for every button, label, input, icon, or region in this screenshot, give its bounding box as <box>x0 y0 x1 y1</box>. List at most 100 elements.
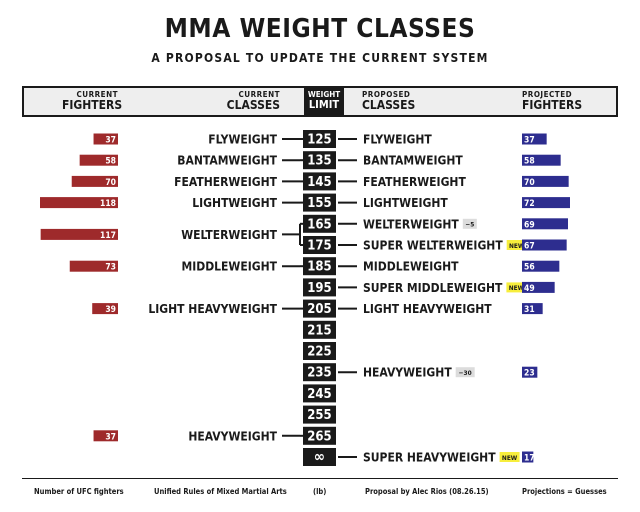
proposed-class-label: FLYWEIGHT <box>363 133 432 147</box>
current-class-label: WELTERWEIGHT <box>181 228 277 242</box>
weight-limit-box <box>303 257 336 276</box>
projected-fighters-bar <box>522 154 561 166</box>
footer-right: Projections = Guesses <box>522 487 607 496</box>
header-current-classes: CURRENT CLASSES <box>220 90 280 113</box>
badge-background <box>506 240 527 250</box>
weight-limit-box <box>303 384 336 403</box>
new-badge: NEW <box>509 284 525 292</box>
projected-fighters-label: 23 <box>524 369 535 379</box>
current-class-label: LIGHT HEAVYWEIGHT <box>148 302 277 316</box>
current-fighters-bar <box>40 228 118 240</box>
weight-limit-box <box>303 405 336 424</box>
current-fighters-bar <box>69 260 118 272</box>
weight-limit-box <box>303 426 336 445</box>
projected-fighters-bar <box>522 218 568 230</box>
weight-limit-box <box>303 214 336 233</box>
header-proposed-classes: PROPOSED CLASSES <box>362 90 442 113</box>
header-weight-limit-top: WEIGHT <box>307 90 341 99</box>
weight-limit-label: 175 <box>307 239 331 254</box>
header-current-fighters-bottom: FIGHTERS <box>62 98 123 113</box>
weight-limit-label: 125 <box>307 133 331 148</box>
current-class-label: LIGHTWEIGHT <box>192 196 277 210</box>
header-weight-limit-bottom: LIMIT <box>308 98 340 112</box>
weight-limit-box <box>303 172 336 191</box>
current-fighters-label: 37 <box>105 432 116 442</box>
header-current-classes-top: CURRENT <box>238 90 280 99</box>
proposed-class-label: LIGHT HEAVYWEIGHT <box>363 302 492 316</box>
weight-limit-label: 225 <box>307 345 331 360</box>
projected-fighters-bar <box>522 366 538 378</box>
header-proposed-classes-top: PROPOSED <box>362 90 411 99</box>
current-fighters-bar <box>71 175 118 187</box>
current-fighters-bar <box>93 133 118 145</box>
weight-limit-box <box>303 130 336 148</box>
badge-background <box>455 367 475 378</box>
current-class-label: BANTAMWEIGHT <box>177 154 277 168</box>
projected-fighters-label: 37 <box>524 136 535 146</box>
current-fighters-bar <box>79 154 118 166</box>
weight-limit-box <box>303 342 336 360</box>
chart-subtitle: A PROPOSAL TO UPDATE THE CURRENT SYSTEM <box>151 51 489 65</box>
footer-center-right: Proposal by Alec Rios (08.26.15) <box>365 487 489 496</box>
current-fighters-label: 39 <box>105 305 116 315</box>
new-badge: NEW <box>502 454 518 462</box>
weight-limit-label: 195 <box>307 281 331 296</box>
projected-fighters-label: 72 <box>524 199 535 209</box>
projected-fighters-label: 58 <box>524 157 535 167</box>
weight-limit-box <box>303 236 336 254</box>
current-fighters-label: 58 <box>105 157 116 167</box>
projected-fighters-label: 70 <box>524 178 535 188</box>
current-class-label: HEAVYWEIGHT <box>188 429 277 443</box>
weight-limit-label: 245 <box>307 387 331 402</box>
current-fighters-label: 118 <box>100 199 116 209</box>
weight-limit-label: ∞ <box>314 448 325 466</box>
current-fighters-bar <box>40 197 118 209</box>
weight-limit-box <box>303 363 336 382</box>
current-class-label: MIDDLEWEIGHT <box>181 260 277 274</box>
weight-limit-label: 265 <box>307 429 331 444</box>
projected-fighters-bar <box>522 175 569 187</box>
current-fighters-label: 37 <box>105 136 116 146</box>
header-current-fighters-top: CURRENT <box>76 90 118 99</box>
proposed-class-label: MIDDLEWEIGHT <box>363 260 459 274</box>
weight-limit-label: 215 <box>307 323 331 338</box>
header-weight-limit: WEIGHT LIMIT <box>304 86 344 117</box>
proposed-class-label: BANTAMWEIGHT <box>363 154 463 168</box>
current-class-label: FEATHERWEIGHT <box>174 175 277 189</box>
badge-background <box>499 452 520 462</box>
weight-limit-label: 255 <box>307 408 331 423</box>
footer-center-left: Unified Rules of Mixed Martial Arts <box>154 487 287 496</box>
proposed-class-label: FEATHERWEIGHT <box>363 175 466 189</box>
projected-fighters-label: 49 <box>524 284 535 294</box>
weight-limit-label: 185 <box>307 260 331 275</box>
footer: Number of UFC fighters Unified Rules of … <box>22 478 618 501</box>
header-current-classes-bottom: CLASSES <box>226 98 280 113</box>
change-badge: −30 <box>459 369 472 377</box>
header-proposed-classes-bottom: CLASSES <box>362 98 416 113</box>
proposed-class-label: HEAVYWEIGHT <box>363 366 452 380</box>
weight-limit-label: 135 <box>307 154 331 169</box>
projected-fighters-bar <box>522 451 534 463</box>
projected-fighters-label: 69 <box>524 220 535 230</box>
weight-limit-box <box>303 278 336 297</box>
weight-limit-box <box>303 299 336 318</box>
current-fighters-label: 117 <box>100 231 116 241</box>
weight-limit-box <box>303 320 336 339</box>
projected-fighters-bar <box>522 197 570 209</box>
weight-limit-box <box>303 151 336 170</box>
weight-limit-box <box>303 448 336 466</box>
weight-limit-label: 205 <box>307 302 331 317</box>
header-projected-fighters-bottom: FIGHTERS <box>522 98 583 113</box>
proposed-class-label: SUPER HEAVYWEIGHT <box>363 451 496 465</box>
chart-title: MMA WEIGHT CLASSES <box>164 14 476 44</box>
current-fighters-label: 73 <box>105 263 116 273</box>
projected-fighters-label: 17 <box>524 454 535 464</box>
proposed-class-label: LIGHTWEIGHT <box>363 196 448 210</box>
projected-fighters-label: 67 <box>524 242 535 252</box>
proposed-class-label: SUPER WELTERWEIGHT <box>363 239 503 253</box>
projected-fighters-bar <box>522 281 555 293</box>
proposed-class-label: WELTERWEIGHT <box>363 217 459 231</box>
projected-fighters-bar <box>522 260 560 272</box>
proposed-class-label: SUPER MIDDLEWEIGHT <box>363 281 503 295</box>
